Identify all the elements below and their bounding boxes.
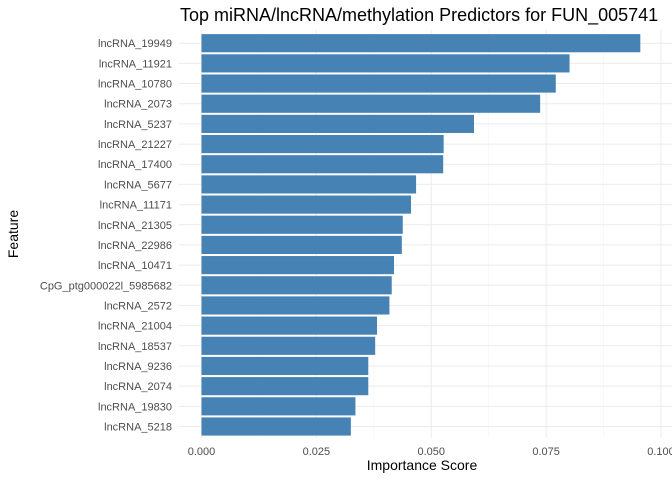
y-tick-label: lncRNA_2572 [104,300,172,312]
x-tick-label: 0.025 [303,446,331,458]
x-tick-label: 0.000 [188,446,216,458]
bar [201,235,402,255]
x-tick-label: 0.075 [532,446,560,458]
bars [201,34,641,436]
y-tick-label: lncRNA_21004 [98,321,172,333]
bar [201,74,556,93]
y-axis-tick-labels: lncRNA_19949 lncRNA_11921 lncRNA_10780 lncR… [40,38,172,433]
chart-title: Top miRNA/lncRNA/methylation Predictors … [180,5,658,26]
bar [201,134,444,154]
x-tick-label: 0.050 [417,446,445,458]
bar [201,276,392,295]
y-tick-label: lncRNA_2074 [104,381,172,393]
y-tick-label: lncRNA_17400 [98,159,172,171]
bar [201,377,369,396]
y-tick-label: lncRNA_2073 [104,99,172,111]
y-tick-label: CpG_ptg000022l_5985682 [40,280,172,292]
bar [201,417,351,436]
y-tick-label: lncRNA_10780 [98,79,172,91]
y-tick-label: lncRNA_22986 [98,240,172,252]
bar [201,34,641,53]
y-tick-label: lncRNA_19830 [98,401,172,413]
bar [201,215,403,234]
bar [201,296,390,315]
bar [201,356,369,376]
y-tick-label: lncRNA_11921 [99,58,172,70]
y-tick-label: lncRNA_11171 [100,200,172,212]
bar [201,195,412,214]
x-axis-title: Importance Score [367,457,478,473]
y-tick-label: lncRNA_10471 [98,260,172,272]
bar [201,316,378,335]
bar [201,397,356,416]
y-tick-label: lncRNA_5237 [104,119,172,131]
bar [201,114,474,133]
bar [201,256,395,275]
x-tick-label: 0.100 [647,446,672,458]
x-axis-tick-labels: 0.000 0.025 0.050 0.075 0.100 [188,446,672,458]
y-tick-label: lncRNA_5218 [104,422,172,434]
bar [201,54,570,73]
y-tick-label: lncRNA_9236 [104,361,172,373]
y-tick-label: lncRNA_18537 [98,341,172,353]
bar [201,175,417,194]
y-tick-label: lncRNA_5677 [104,179,172,191]
y-tick-label: lncRNA_21305 [98,220,172,232]
bar [201,94,541,113]
bar [201,336,376,355]
y-axis-title: Feature [5,210,21,258]
bar [201,155,444,174]
y-tick-label: lncRNA_21227 [98,139,172,151]
y-tick-label: lncRNA_19949 [98,38,172,50]
